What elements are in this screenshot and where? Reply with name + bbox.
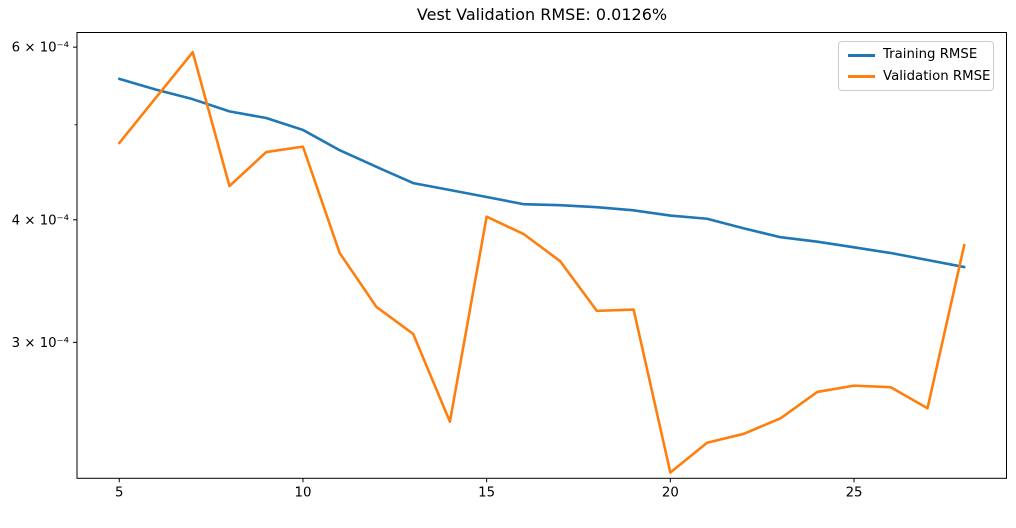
x-tick-label: 15 bbox=[478, 485, 495, 500]
x-tick-label: 25 bbox=[846, 485, 863, 500]
chart-title: Vest Validation RMSE: 0.0126% bbox=[416, 5, 668, 24]
y-tick-label: 3 × 10⁻⁴ bbox=[12, 336, 69, 351]
y-tick-label: 6 × 10⁻⁴ bbox=[12, 41, 69, 56]
legend-label-validation: Validation RMSE bbox=[883, 68, 991, 84]
x-tick-label: 10 bbox=[294, 485, 311, 500]
legend-item-training: Training RMSE bbox=[848, 47, 984, 63]
y-axis: 6 × 10⁻⁴ 4 × 10⁻⁴ 3 × 10⁻⁴ bbox=[12, 41, 77, 351]
validation-rmse-line bbox=[117, 50, 966, 474]
legend-label-training: Training RMSE bbox=[883, 47, 978, 62]
x-tick-label: 20 bbox=[662, 485, 679, 500]
legend: Training RMSE Validation RMSE bbox=[838, 41, 994, 92]
legend-item-validation: Validation RMSE bbox=[848, 69, 990, 85]
training-line-swatch bbox=[848, 53, 875, 57]
x-tick-label: 5 bbox=[115, 485, 123, 500]
validation-line-swatch bbox=[848, 75, 875, 79]
training-rmse-line bbox=[117, 77, 966, 269]
y-tick-label: 4 × 10⁻⁴ bbox=[12, 213, 69, 228]
axes-spines bbox=[76, 32, 1007, 479]
x-axis: 5 10 15 20 25 bbox=[115, 478, 862, 500]
